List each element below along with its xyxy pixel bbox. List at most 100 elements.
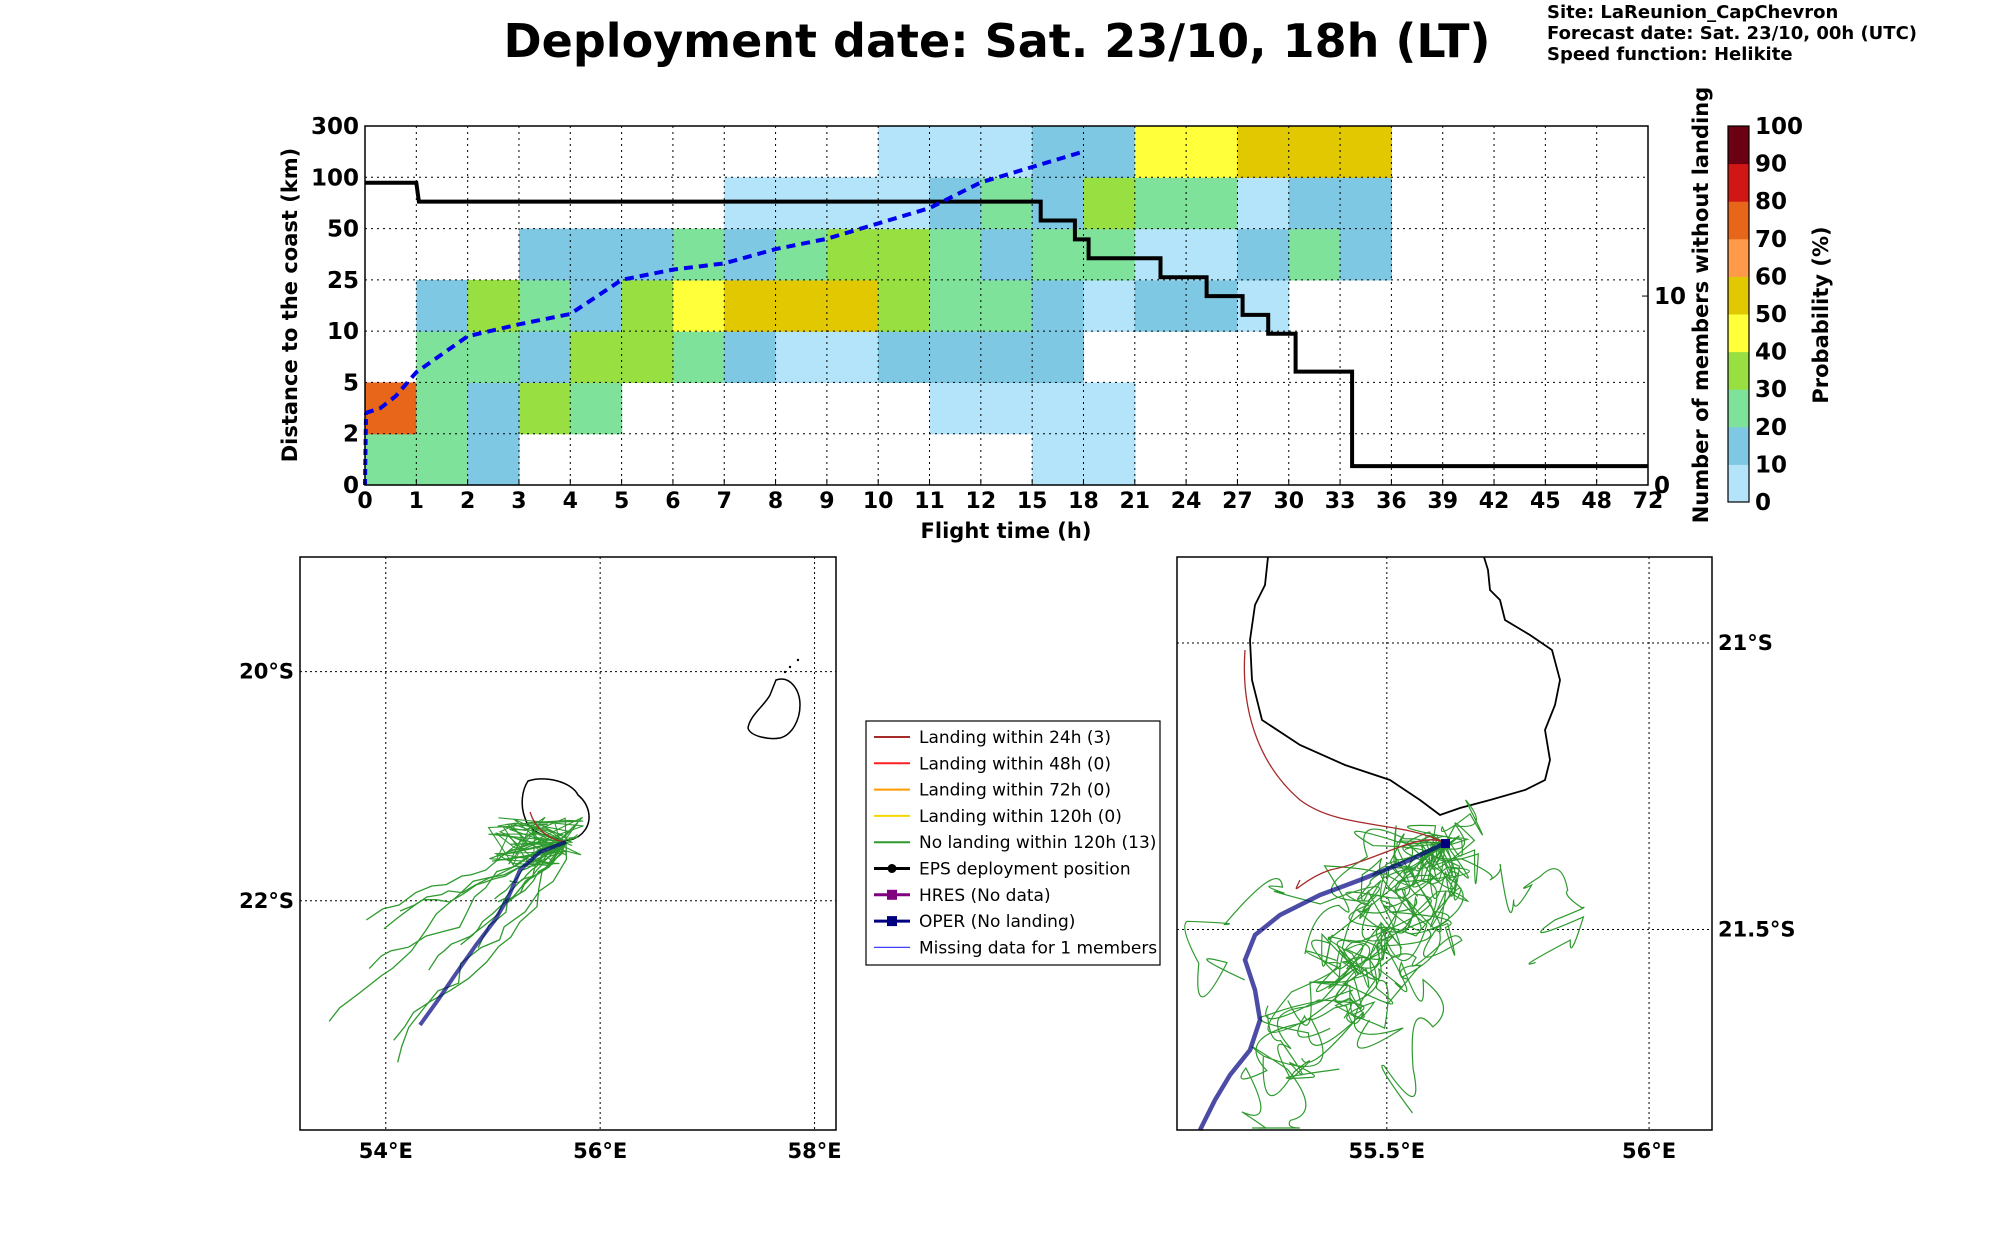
- colorbar-tick-label: 100: [1755, 114, 1803, 140]
- heatmap-cell: [1340, 228, 1392, 281]
- x-tick-label: 1: [409, 489, 424, 514]
- heatmap-cell: [621, 228, 674, 281]
- heatmap-cell: [1237, 126, 1290, 178]
- ensemble-trajectory: [1265, 830, 1446, 1030]
- legend-swatch-marker: [887, 889, 897, 900]
- heatmap-cell: [621, 331, 674, 384]
- heatmap-cell: [416, 382, 469, 435]
- oper-trajectory: [418, 840, 567, 1027]
- colorbar-segment: [1728, 351, 1749, 390]
- legend-entry-label: No landing within 120h (13): [919, 833, 1156, 853]
- heatmap-cell: [570, 331, 623, 384]
- legend-entry-label: Landing within 48h (0): [919, 754, 1111, 774]
- colorbar-tick-label: 70: [1755, 227, 1787, 253]
- ensemble-trajectory: [1432, 842, 1585, 965]
- x-tick-label: 8: [768, 489, 783, 514]
- x-tick-label: 30: [1273, 489, 1304, 514]
- lon-tick-label: 58°E: [788, 1139, 842, 1163]
- heatmap-cell: [1032, 382, 1085, 435]
- y-tick-label: 300: [311, 114, 359, 140]
- lat-tick-label: 21°S: [1718, 631, 1773, 655]
- ensemble-trajectory: [495, 817, 582, 856]
- x-tick-label: 11: [914, 489, 945, 514]
- heatmap-cell: [1186, 279, 1239, 332]
- heatmap-cell: [1083, 433, 1136, 486]
- legend-swatch-marker: [887, 916, 897, 927]
- heatmap-cell: [672, 228, 725, 281]
- heatmap-cell: [1288, 126, 1341, 178]
- heatmap-cell: [980, 382, 1033, 435]
- islet: [796, 658, 800, 662]
- heatmap-cell: [467, 331, 520, 384]
- y2-tick-label: 10: [1654, 284, 1686, 310]
- legend-entry-label: Landing within 72h (0): [919, 781, 1111, 801]
- heatmap-cell: [570, 382, 623, 435]
- lat-tick-label: 22°S: [239, 889, 294, 913]
- colorbar-segment: [1728, 314, 1749, 353]
- x-tick-label: 21: [1119, 489, 1150, 514]
- colorbar-segment: [1728, 389, 1749, 428]
- heatmap-cell: [775, 228, 828, 281]
- y-tick-label: 5: [343, 370, 359, 396]
- legend: Landing within 24h (3) Landing within 48h…: [865, 720, 1161, 966]
- heatmap-cell: [1340, 177, 1392, 230]
- ensemble-trajectory: [1304, 799, 1483, 955]
- heatmap-cell: [467, 279, 520, 332]
- islet: [783, 670, 787, 674]
- ensemble-trajectory: [1381, 834, 1455, 1114]
- colorbar-segment: [1728, 201, 1749, 240]
- heatmap-cell: [980, 331, 1033, 384]
- heatmap-cell: [980, 279, 1033, 332]
- heatmap-cell: [826, 279, 879, 332]
- heatmap-cell: [724, 331, 777, 384]
- colorbar-label: Probability (%): [1809, 226, 1833, 403]
- legend-swatch-marker: [887, 864, 897, 873]
- y-axis-label: Distance to the coast (km): [278, 148, 302, 463]
- overview-map[interactable]: 54°E 56°E 58°E 20°S 22°S: [239, 556, 842, 1163]
- x-tick-label: 12: [966, 489, 997, 514]
- x-tick-label: 39: [1427, 489, 1458, 514]
- heatmap-cell: [416, 433, 469, 486]
- x-tick-label: 7: [717, 489, 732, 514]
- colorbar-segment: [1728, 276, 1749, 315]
- lat-tick-label: 20°S: [239, 660, 294, 684]
- ensemble-trajectory: [487, 823, 567, 867]
- ensemble-trajectory: [1297, 842, 1446, 1038]
- heatmap-grid: [365, 126, 1648, 485]
- heatmap-cell: [1134, 177, 1187, 230]
- heatmap-cell: [365, 382, 417, 435]
- colorbar-segment: [1728, 464, 1749, 503]
- y2-axis-label: Number of members without landing: [1689, 87, 1713, 524]
- ensemble-trajectory: [383, 841, 567, 930]
- oper-deployment-marker: [1441, 839, 1450, 848]
- legend-entry-label: HRES (No data): [919, 886, 1051, 906]
- x-tick-label: 45: [1530, 489, 1561, 514]
- heatmap-cell: [570, 279, 623, 332]
- heatmap-cell: [980, 228, 1033, 281]
- heatmap-cell: [672, 331, 725, 384]
- heatmap-cell: [1083, 382, 1136, 435]
- colorbar-tick-label: 20: [1755, 415, 1787, 441]
- zoom-map[interactable]: 55.5°E 56°E 21°S 21.5°S: [1176, 556, 1795, 1163]
- colorbar-segment: [1728, 163, 1749, 202]
- heatmap-cell: [826, 331, 879, 384]
- overview-map-frame: [299, 556, 837, 1131]
- heatmap-cell: [1083, 177, 1136, 230]
- landing-trajectory: [529, 811, 567, 843]
- heatmap-cell: [1083, 228, 1136, 281]
- colorbar-segment: [1728, 238, 1749, 277]
- y-tick-label: 10: [327, 319, 359, 345]
- x-tick-label: 5: [614, 489, 629, 514]
- lon-tick-label: 55.5°E: [1348, 1139, 1425, 1163]
- heatmap-cell: [775, 279, 828, 332]
- oper-trajectory: [1197, 840, 1446, 1132]
- x-tick-label: 15: [1017, 489, 1048, 514]
- heatmap-cell: [1340, 126, 1392, 178]
- heatmap-cell: [929, 279, 982, 332]
- heatmap-cell: [416, 279, 469, 332]
- heatmap-cell: [1032, 331, 1085, 384]
- heatmap-cell: [570, 228, 623, 281]
- lon-tick-label: 54°E: [359, 1139, 413, 1163]
- heatmap-cell: [467, 382, 520, 435]
